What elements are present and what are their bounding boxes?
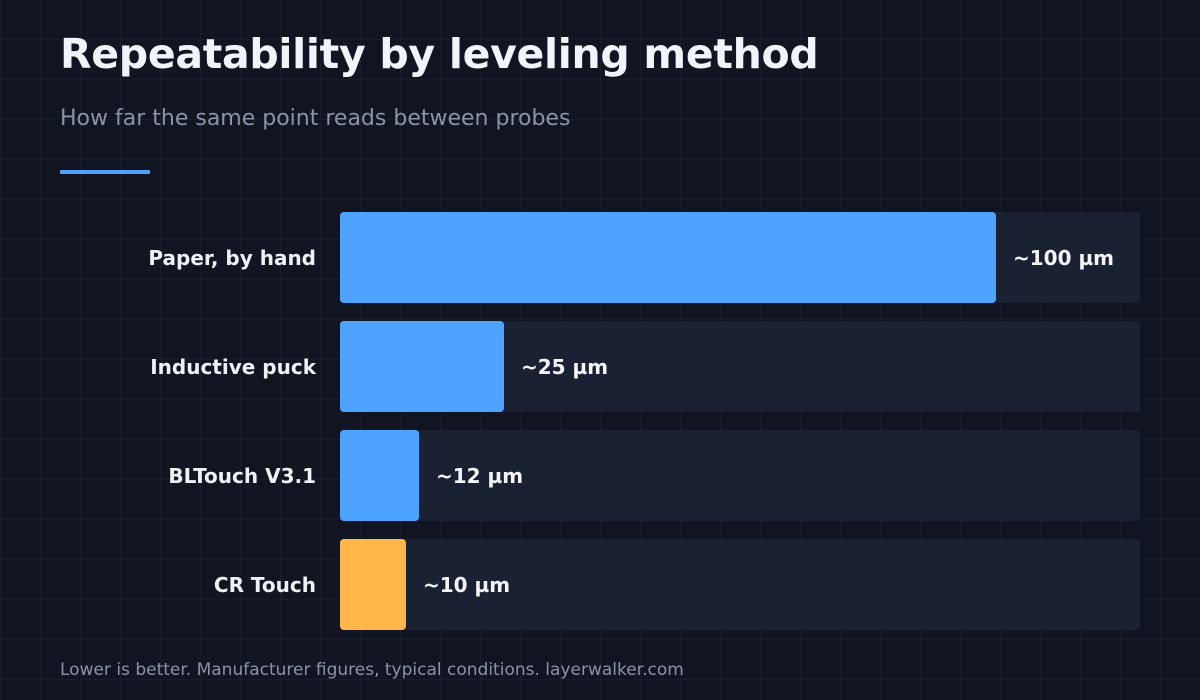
value-label: ~25 µm bbox=[521, 354, 609, 379]
category-label: BLTouch V3.1 bbox=[168, 463, 316, 488]
bar-row-inductive-puck: Inductive puck ~25 µm bbox=[0, 321, 1200, 412]
bar bbox=[340, 539, 406, 630]
bar bbox=[340, 212, 996, 303]
bar bbox=[340, 321, 504, 412]
bar-row-paper-by-hand: Paper, by hand ~100 µm bbox=[0, 212, 1200, 303]
chart-title: Repeatability by leveling method bbox=[60, 30, 819, 78]
category-label: Inductive puck bbox=[150, 354, 316, 379]
category-label: Paper, by hand bbox=[148, 245, 316, 270]
accent-rule bbox=[60, 170, 150, 174]
category-label: CR Touch bbox=[213, 572, 316, 597]
footnote: Lower is better. Manufacturer figures, t… bbox=[60, 660, 684, 680]
value-label: ~12 µm bbox=[436, 463, 524, 488]
bar-track bbox=[340, 430, 1140, 521]
value-label: ~10 µm bbox=[423, 572, 511, 597]
chart-subtitle: How far the same point reads between pro… bbox=[60, 106, 571, 131]
bar bbox=[340, 430, 419, 521]
value-label: ~100 µm bbox=[1013, 245, 1115, 270]
bar-row-bltouch-v3-1: BLTouch V3.1 ~12 µm bbox=[0, 430, 1200, 521]
bar-row-cr-touch: CR Touch ~10 µm bbox=[0, 539, 1200, 630]
bar-track bbox=[340, 539, 1140, 630]
